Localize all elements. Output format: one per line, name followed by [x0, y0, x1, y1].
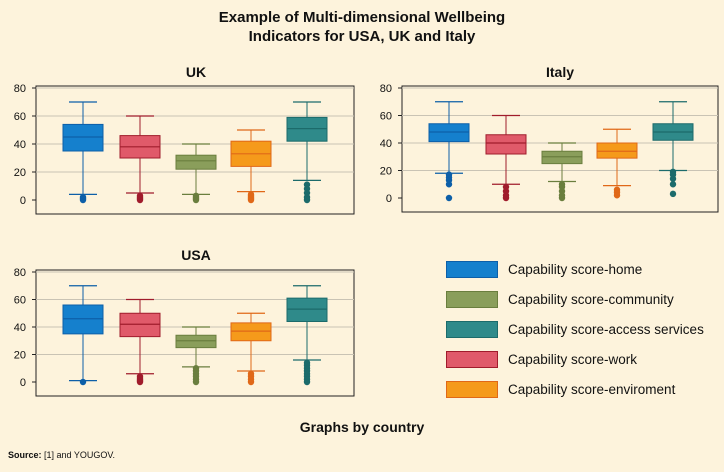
outlier-uk-access-services-4: [303, 181, 311, 188]
box-usa-work: [119, 312, 161, 338]
chart-title: Example of Multi-dimensional Wellbeing I…: [0, 8, 724, 46]
outlier-italy-access-services-1: [669, 181, 677, 188]
outlier-usa-enviroment-3: [247, 370, 255, 377]
x-axis-label: Graphs by country: [299, 419, 425, 435]
legend-item-work: Capability score-work: [446, 344, 704, 374]
outlier-uk-home-2: [79, 194, 87, 201]
y-tick-label-usa-80: 80: [14, 267, 26, 279]
y-tick-label-usa-40: 40: [14, 322, 26, 334]
y-tick-label-uk-20: 20: [14, 167, 26, 179]
legend: Capability score-home Capability score-c…: [446, 254, 704, 404]
y-tick-label-italy-20: 20: [380, 166, 392, 178]
outlier-italy-community-4: [558, 181, 566, 188]
y-tick-label-usa-60: 60: [14, 295, 26, 307]
outlier-italy-home-4: [445, 171, 453, 178]
y-tick-label-uk-80: 80: [14, 83, 26, 95]
legend-label-work: Capability score-work: [508, 351, 638, 367]
outlier-italy-home-0: [445, 194, 453, 202]
y-tick-label-uk-40: 40: [14, 139, 26, 151]
box-uk-home: [62, 123, 104, 152]
legend-label-community: Capability score-community: [508, 291, 674, 307]
panel-title-uk: UK: [186, 64, 206, 80]
legend-label-access-services: Capability score-access services: [508, 321, 704, 337]
outlier-uk-enviroment-4: [247, 191, 255, 198]
outlier-usa-community-5: [192, 365, 200, 372]
outlier-uk-work-3: [136, 192, 144, 199]
y-tick-label-uk-60: 60: [14, 111, 26, 123]
legend-swatch-access-services: [446, 320, 498, 338]
legend-item-home: Capability score-home: [446, 254, 704, 284]
source-label: Source:: [8, 450, 42, 460]
y-tick-label-usa-20: 20: [14, 350, 26, 362]
box-usa-community: [175, 334, 217, 349]
y-tick-label-usa-0: 0: [20, 377, 26, 389]
chart-title-line1: Example of Multi-dimensional Wellbeing: [218, 9, 506, 26]
box-uk-access-services: [286, 116, 328, 142]
box-uk-community: [175, 154, 217, 170]
box-italy-community: [541, 150, 583, 165]
legend-swatch-enviroment: [446, 380, 498, 398]
source-note: Source: [1] and YOUGOV.: [8, 450, 115, 460]
outlier-uk-community-3: [192, 192, 200, 199]
panel-title-italy: Italy: [546, 64, 574, 80]
box-italy-work: [485, 134, 527, 155]
box-italy-home: [428, 123, 470, 143]
y-tick-label-uk-0: 0: [20, 195, 26, 207]
legend-item-community: Capability score-community: [446, 284, 704, 314]
outlier-usa-work-4: [136, 373, 144, 380]
y-tick-label-italy-40: 40: [380, 138, 392, 150]
legend-swatch-home: [446, 260, 498, 278]
legend-swatch-community: [446, 290, 498, 308]
source-text: [1] and YOUGOV.: [41, 450, 116, 460]
legend-label-home: Capability score-home: [508, 261, 643, 277]
outlier-italy-access-services-0: [669, 190, 677, 198]
box-usa-access-services: [286, 297, 328, 322]
legend-swatch-work: [446, 350, 498, 368]
legend-label-enviroment: Capability score-enviroment: [508, 381, 676, 397]
y-tick-label-italy-80: 80: [380, 83, 392, 95]
outlier-italy-work-3: [502, 183, 510, 191]
y-tick-label-italy-0: 0: [386, 193, 392, 205]
outlier-italy-enviroment-2: [613, 186, 621, 193]
outlier-usa-access-services-7: [303, 359, 311, 366]
box-usa-home: [62, 304, 104, 335]
chart-title-line2: Indicators for USA, UK and Italy: [248, 28, 476, 45]
panel-title-usa: USA: [181, 247, 211, 263]
box-italy-enviroment: [596, 142, 638, 159]
legend-item-enviroment: Capability score-enviroment: [446, 374, 704, 404]
legend-item-access-services: Capability score-access services: [446, 314, 704, 344]
y-tick-label-italy-60: 60: [380, 111, 392, 123]
outlier-italy-access-services-4: [669, 168, 677, 176]
outlier-usa-home-0: [79, 378, 87, 386]
box-usa-enviroment: [230, 322, 272, 342]
